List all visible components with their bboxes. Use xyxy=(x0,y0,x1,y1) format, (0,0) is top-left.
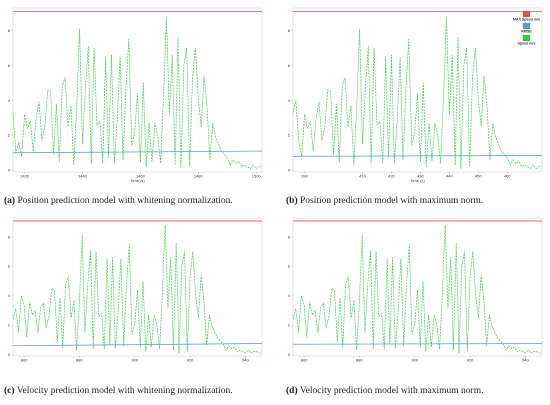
caption-b-tag: (b) xyxy=(286,196,298,206)
y-tick-label: 6 xyxy=(8,63,11,68)
plot-frame xyxy=(292,7,543,173)
x-axis-label: Time (s) xyxy=(130,178,145,183)
chart-a: 0 2 4 6 8 1420 1440 1460 1480 1500 Time (s) xyxy=(8,7,263,183)
panel-c: 0 2 4 6 8 860 880 900 920 940 (c) Velocity predic… xyxy=(0,210,270,405)
y-tick-label: 8 xyxy=(288,234,291,239)
caption-a: (a) Position prediction model with white… xyxy=(4,196,274,206)
x-tick-label: 1460 xyxy=(136,174,146,179)
x-tick-label: 1500 xyxy=(252,174,262,179)
y-tick-label: 0 xyxy=(288,352,291,357)
y-tick-label: 8 xyxy=(288,28,291,33)
plot-frame xyxy=(12,217,263,357)
plot-frame xyxy=(12,7,263,173)
x-tick-label: 410 xyxy=(359,174,366,179)
y-tick-label: 6 xyxy=(288,63,291,68)
series-line-rmse xyxy=(12,150,263,154)
x-tick-label: 1440 xyxy=(78,174,88,179)
legend-label: RMSE xyxy=(521,30,532,34)
y-tick-label: 6 xyxy=(288,264,291,269)
legend-swatch xyxy=(522,34,531,42)
x-tick-label: 880 xyxy=(76,358,83,363)
y-tick-label: 4 xyxy=(8,98,11,103)
x-tick-label: 940 xyxy=(242,358,249,363)
caption-b-text: Position prediction model with maximum n… xyxy=(297,196,484,206)
x-tick-label: 860 xyxy=(21,358,28,363)
series-line-speed-m-s xyxy=(292,224,542,354)
y-tick-label: 2 xyxy=(288,133,291,138)
x-tick-label: 900 xyxy=(411,358,418,363)
y-tick-label: 2 xyxy=(288,322,291,327)
y-tick-label: 0 xyxy=(288,168,291,173)
legend-label: MAX Speed m/s xyxy=(513,18,540,22)
y-tick-label: 0 xyxy=(8,168,11,173)
series-line-rmse xyxy=(12,343,263,347)
series-line-speed-m-s xyxy=(12,224,262,354)
series-line-rmse xyxy=(292,155,543,157)
y-tick-label: 2 xyxy=(8,133,11,138)
legend-label: Speed m/s xyxy=(518,42,536,46)
series-line-speed-m-s xyxy=(12,16,262,169)
caption-c-tag: (c) xyxy=(4,386,15,396)
x-axis-label: Time (s) xyxy=(410,178,425,183)
caption-c: (c) Velocity prediction model with white… xyxy=(4,386,274,396)
chart-d: 0 2 4 6 8 860 880 900 920 940 xyxy=(288,217,543,363)
x-tick-label: 900 xyxy=(131,358,138,363)
x-tick-label: 1480 xyxy=(194,174,204,179)
x-tick-label: 390 xyxy=(301,174,308,179)
caption-b: (b) Position prediction model with maxim… xyxy=(286,196,550,206)
x-tick-label: 420 xyxy=(388,174,395,179)
y-tick-label: 8 xyxy=(8,234,11,239)
caption-c-text: Velocity prediction model with whitening… xyxy=(14,386,233,396)
caption-a-text: Position prediction model with whitening… xyxy=(15,196,233,206)
caption-d-text: Velocity prediction model with maximum n… xyxy=(297,386,484,396)
y-tick-label: 4 xyxy=(288,293,291,298)
x-tick-label: 430 xyxy=(417,174,424,179)
y-tick-label: 2 xyxy=(8,322,11,327)
caption-d-tag: (d) xyxy=(286,386,298,396)
chart-c: 0 2 4 6 8 860 880 900 920 940 xyxy=(8,217,263,363)
x-tick-label: 1420 xyxy=(20,174,30,179)
series-line-speed-m-s xyxy=(292,16,542,169)
plot-frame xyxy=(292,217,543,357)
panel-d: 0 2 4 6 8 860 880 900 920 940 (d) Velocity predic… xyxy=(280,210,550,405)
x-tick-label: 880 xyxy=(356,358,363,363)
x-tick-label: 860 xyxy=(301,358,308,363)
x-tick-label: 460 xyxy=(504,174,511,179)
panel-a: 0 2 4 6 8 1420 1440 1460 1480 1500 Time (s) (a) Po… xyxy=(0,0,270,206)
x-tick-label: 920 xyxy=(467,358,474,363)
y-tick-label: 0 xyxy=(8,352,11,357)
y-tick-label: 4 xyxy=(8,293,11,298)
panel-b: 0 2 4 6 8 390 410 420 430 440 450 460 Time (s) MAX Sp… xyxy=(280,0,550,206)
x-tick-label: 450 xyxy=(475,174,482,179)
caption-d: (d) Velocity prediction model with maxim… xyxy=(286,386,550,396)
series-line-rmse xyxy=(292,343,543,345)
x-tick-label: 440 xyxy=(446,174,453,179)
y-tick-label: 4 xyxy=(288,98,291,103)
y-tick-label: 8 xyxy=(8,28,11,33)
y-tick-label: 6 xyxy=(8,264,11,269)
chart-b: 0 2 4 6 8 390 410 420 430 440 450 460 Time (s) MAX Sp… xyxy=(288,7,543,183)
legend-swatch xyxy=(522,10,531,18)
x-tick-label: 920 xyxy=(187,358,194,363)
legend-swatch xyxy=(522,22,531,30)
caption-a-tag: (a) xyxy=(4,196,16,206)
x-tick-label: 940 xyxy=(522,358,529,363)
